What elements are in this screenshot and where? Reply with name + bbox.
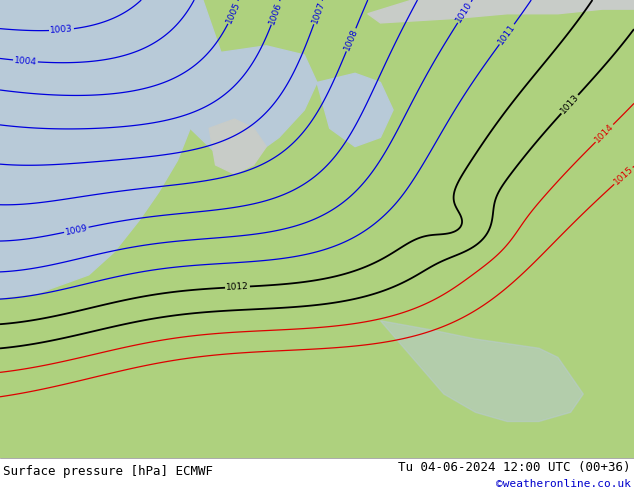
Text: 1006: 1006 <box>268 0 284 25</box>
Text: 1011: 1011 <box>496 23 517 46</box>
Text: 1009: 1009 <box>64 223 89 237</box>
Text: ©weatheronline.co.uk: ©weatheronline.co.uk <box>496 479 631 490</box>
Text: 1003: 1003 <box>49 24 74 35</box>
Text: 1007: 1007 <box>310 0 326 25</box>
Polygon shape <box>0 458 634 490</box>
Polygon shape <box>0 0 222 298</box>
Text: 1013: 1013 <box>559 93 581 116</box>
Text: 1004: 1004 <box>14 56 37 67</box>
Text: 1014: 1014 <box>593 122 616 145</box>
Text: 1015: 1015 <box>612 165 634 187</box>
Text: 1010: 1010 <box>455 0 474 24</box>
Polygon shape <box>178 46 317 165</box>
Text: 1012: 1012 <box>226 282 249 292</box>
Text: Tu 04-06-2024 12:00 UTC (00+36): Tu 04-06-2024 12:00 UTC (00+36) <box>398 461 631 473</box>
Polygon shape <box>0 0 634 458</box>
Polygon shape <box>368 0 634 23</box>
Polygon shape <box>380 321 583 421</box>
Text: 1008: 1008 <box>342 27 359 52</box>
Text: Surface pressure [hPa] ECMWF: Surface pressure [hPa] ECMWF <box>3 465 213 478</box>
Polygon shape <box>209 119 266 174</box>
Text: 1005: 1005 <box>224 0 242 25</box>
Polygon shape <box>317 74 393 147</box>
